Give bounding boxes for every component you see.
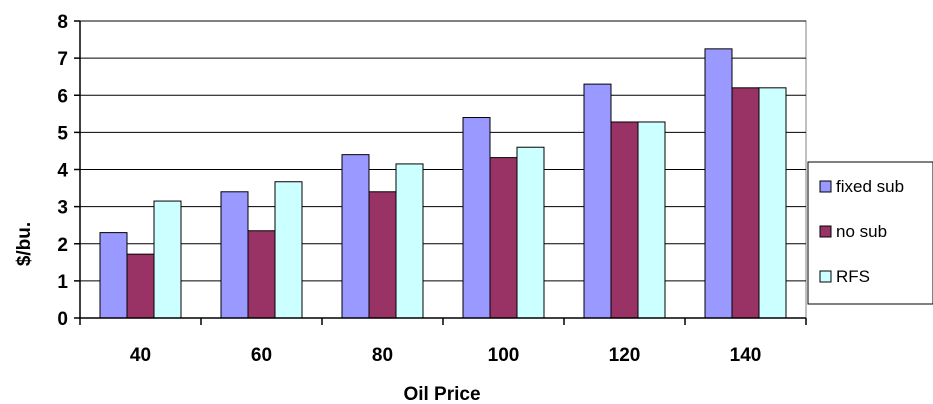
y-tick-label: 3 — [57, 198, 68, 219]
y-tick-label: 5 — [57, 123, 68, 144]
bar-fixed-sub — [220, 191, 249, 319]
bar-RFS — [395, 163, 424, 319]
bar-RFS — [153, 200, 182, 319]
bar-no-sub — [731, 87, 760, 319]
x-tick-label: 120 — [609, 345, 641, 366]
bar-fixed-sub — [341, 154, 370, 319]
legend-label: fixed sub — [836, 177, 904, 196]
x-tick-label: 60 — [251, 345, 272, 366]
bar-no-sub — [489, 157, 518, 319]
bar-fixed-sub — [462, 117, 491, 319]
bar-no-sub — [610, 121, 639, 319]
y-tick-label: 0 — [57, 309, 68, 330]
bar-RFS — [274, 181, 303, 319]
y-axis-label: $/bu. — [14, 222, 35, 266]
x-tick-labels: 40 60 80 100 120 140 — [130, 345, 761, 366]
legend: fixed sub no sub RFS — [807, 161, 933, 305]
x-tick-label: 40 — [130, 345, 151, 366]
bar-RFS — [516, 146, 545, 319]
legend-label: RFS — [836, 267, 870, 286]
bars — [99, 48, 787, 319]
y-tick-label: 7 — [57, 49, 68, 70]
y-tick-labels: 0 1 2 3 4 5 6 7 8 — [57, 12, 68, 330]
x-axis-label: Oil Price — [403, 384, 480, 404]
legend-swatch — [819, 180, 832, 193]
bar-no-sub — [368, 191, 397, 319]
x-tick-label: 100 — [488, 345, 520, 366]
y-tick-label: 2 — [57, 235, 68, 256]
y-tick-label: 8 — [57, 12, 68, 33]
bar-fixed-sub — [704, 48, 733, 319]
bar-no-sub — [126, 253, 155, 319]
y-tick-label: 1 — [57, 272, 68, 293]
y-tick-label: 4 — [57, 161, 68, 182]
bar-RFS — [758, 87, 787, 319]
bar-RFS — [637, 121, 666, 319]
gridlines — [79, 20, 807, 319]
legend-swatch — [819, 225, 832, 238]
bar-fixed-sub — [99, 232, 128, 319]
x-tick-label: 80 — [372, 345, 393, 366]
bar-fixed-sub — [583, 83, 612, 319]
y-tick-label: 6 — [57, 86, 68, 107]
legend-swatch — [819, 270, 832, 283]
legend-label: no sub — [836, 222, 887, 241]
bar-no-sub — [247, 230, 276, 319]
x-tick-label: 140 — [730, 345, 762, 366]
axes — [74, 20, 807, 325]
